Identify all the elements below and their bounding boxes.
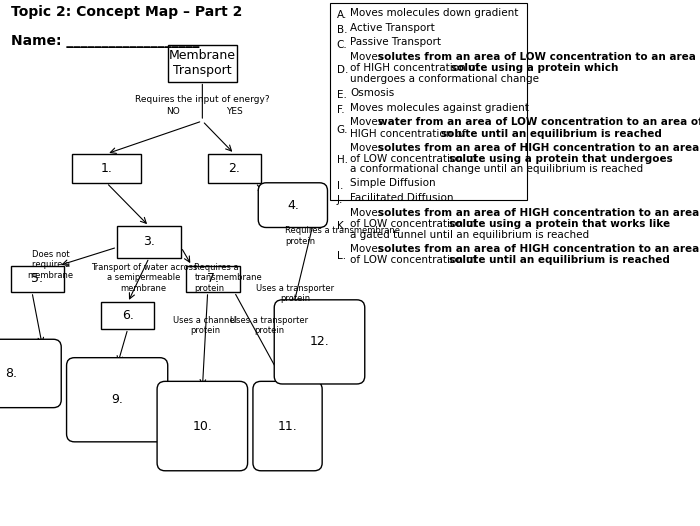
Text: solutes from an area of HIGH concentration to an area: solutes from an area of HIGH concentrati… (378, 143, 699, 153)
Text: YES: YES (226, 107, 243, 116)
Text: Facilitated Diffusion: Facilitated Diffusion (351, 193, 454, 203)
Text: Requires a
transmembrane
protein: Requires a transmembrane protein (195, 263, 262, 293)
FancyBboxPatch shape (186, 266, 239, 292)
Text: H.: H. (337, 155, 347, 166)
Text: 12.: 12. (309, 336, 330, 348)
Text: solute using a protein that works like: solute using a protein that works like (449, 219, 670, 229)
Text: Simple Diffusion: Simple Diffusion (351, 178, 436, 188)
Text: of HIGH concentration of: of HIGH concentration of (351, 63, 483, 73)
Text: 8.: 8. (5, 367, 17, 380)
Text: solute using a protein which: solute using a protein which (451, 63, 619, 73)
Text: NO: NO (166, 107, 180, 116)
Text: G.: G. (337, 125, 348, 135)
Text: 5.: 5. (32, 272, 43, 285)
Text: A.: A. (337, 10, 347, 21)
Text: Moves molecules against gradient: Moves molecules against gradient (351, 103, 529, 113)
Text: 11.: 11. (278, 420, 298, 432)
Text: Moves: Moves (351, 117, 387, 127)
FancyBboxPatch shape (102, 302, 155, 329)
Text: Passive Transport: Passive Transport (351, 37, 442, 47)
FancyBboxPatch shape (330, 3, 527, 200)
Text: I.: I. (337, 180, 343, 191)
Text: Moves: Moves (351, 244, 387, 254)
Text: Requires the input of energy?: Requires the input of energy? (135, 95, 270, 104)
Text: Moves: Moves (351, 208, 387, 218)
Text: Osmosis: Osmosis (351, 88, 395, 98)
Text: solute until an equilibrium is reached: solute until an equilibrium is reached (441, 129, 662, 139)
Text: Transport of water across
a semipermeable
membrane: Transport of water across a semipermeabl… (90, 263, 197, 293)
FancyBboxPatch shape (253, 381, 322, 471)
Text: Requires a transmembrane
protein: Requires a transmembrane protein (285, 226, 400, 246)
Text: L.: L. (337, 251, 346, 261)
Text: of LOW concentration of: of LOW concentration of (351, 219, 480, 229)
Text: of LOW concentration of: of LOW concentration of (351, 255, 480, 265)
FancyBboxPatch shape (0, 339, 61, 408)
Text: C.: C. (337, 39, 347, 50)
Text: Topic 2: Concept Map – Part 2: Topic 2: Concept Map – Part 2 (10, 5, 242, 19)
Text: K.: K. (337, 220, 346, 231)
Text: F.: F. (337, 105, 344, 115)
FancyBboxPatch shape (72, 154, 141, 183)
FancyBboxPatch shape (117, 226, 181, 258)
Text: Uses a transporter
protein: Uses a transporter protein (256, 284, 335, 304)
Text: Membrane
Transport: Membrane Transport (169, 49, 236, 77)
Text: of LOW concentration of: of LOW concentration of (351, 154, 480, 164)
Text: Uses a channel
protein: Uses a channel protein (173, 316, 237, 335)
FancyBboxPatch shape (66, 358, 168, 442)
Text: solutes from an area of HIGH concentration to an area: solutes from an area of HIGH concentrati… (378, 244, 699, 254)
Text: 6.: 6. (122, 309, 134, 322)
Text: Active Transport: Active Transport (351, 23, 435, 33)
Text: J.: J. (337, 195, 343, 206)
Text: Moves: Moves (351, 143, 387, 153)
FancyBboxPatch shape (258, 183, 328, 227)
Text: Name: ___________________: Name: ___________________ (10, 34, 199, 48)
FancyBboxPatch shape (274, 300, 365, 384)
Text: 7.: 7. (207, 272, 219, 285)
Text: water from an area of LOW concentration to an area of: water from an area of LOW concentration … (378, 117, 700, 127)
Text: undergoes a conformational change: undergoes a conformational change (351, 74, 540, 84)
Text: Moves molecules down gradient: Moves molecules down gradient (351, 8, 519, 18)
Text: 4.: 4. (287, 199, 299, 211)
Text: 3.: 3. (144, 236, 155, 248)
Text: D.: D. (337, 65, 348, 75)
Text: Does not
require a
membrane: Does not require a membrane (27, 250, 74, 280)
FancyBboxPatch shape (10, 266, 64, 292)
FancyBboxPatch shape (208, 154, 261, 183)
Text: B.: B. (337, 25, 347, 35)
Text: solutes from an area of HIGH concentration to an area: solutes from an area of HIGH concentrati… (378, 208, 699, 218)
Text: solutes from an area of LOW concentration to an area: solutes from an area of LOW concentratio… (378, 52, 696, 62)
Text: HIGH concentration of: HIGH concentration of (351, 129, 470, 139)
Text: E.: E. (337, 90, 346, 100)
FancyBboxPatch shape (157, 381, 248, 471)
Text: 9.: 9. (111, 393, 123, 406)
Text: 2.: 2. (228, 162, 240, 175)
Text: Uses a transporter
protein: Uses a transporter protein (230, 316, 308, 335)
Text: a conformational change until an equilibrium is reached: a conformational change until an equilib… (351, 165, 643, 175)
Text: 1.: 1. (101, 162, 113, 175)
Text: Moves: Moves (351, 52, 387, 62)
Text: solute until an equilibrium is reached: solute until an equilibrium is reached (449, 255, 670, 265)
Text: a gated tunnel until an equilibrium is reached: a gated tunnel until an equilibrium is r… (351, 230, 589, 240)
FancyBboxPatch shape (168, 45, 237, 82)
Text: solute using a protein that undergoes: solute using a protein that undergoes (449, 154, 673, 164)
Text: 10.: 10. (193, 420, 212, 432)
